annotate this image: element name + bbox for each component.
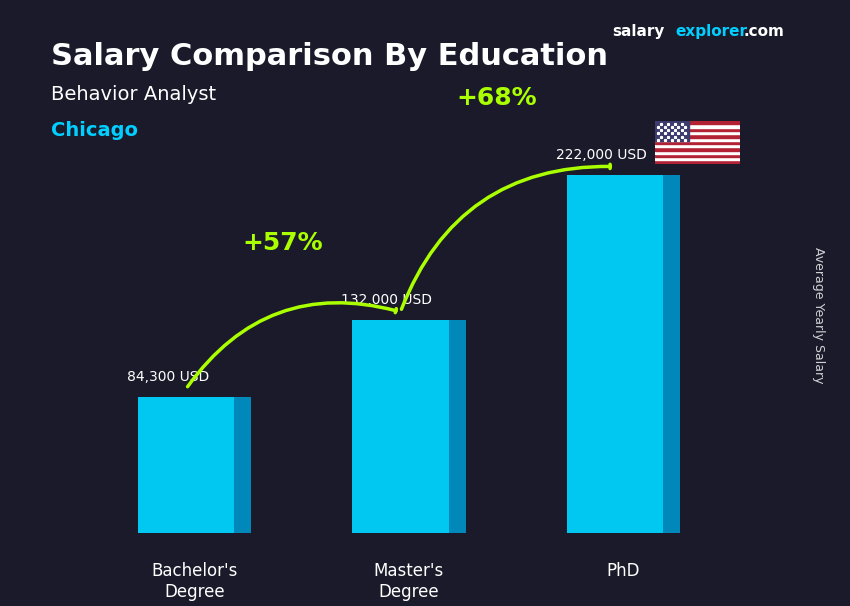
- Text: Bachelor's
Degree: Bachelor's Degree: [151, 562, 238, 601]
- Bar: [138, 397, 235, 533]
- Text: Chicago: Chicago: [51, 121, 138, 140]
- Bar: [352, 320, 449, 533]
- Bar: [654, 128, 740, 131]
- Bar: [654, 154, 740, 157]
- Bar: [654, 157, 740, 161]
- Text: Master's
Degree: Master's Degree: [374, 562, 444, 601]
- Bar: [567, 175, 663, 533]
- Text: PhD: PhD: [607, 562, 640, 581]
- Text: Salary Comparison By Education: Salary Comparison By Education: [51, 42, 608, 72]
- Bar: [654, 131, 740, 135]
- Bar: [654, 161, 740, 164]
- Text: +57%: +57%: [242, 231, 323, 255]
- Polygon shape: [663, 175, 680, 533]
- Text: Average Yearly Salary: Average Yearly Salary: [812, 247, 824, 384]
- Bar: [654, 141, 740, 144]
- Text: +68%: +68%: [456, 86, 537, 110]
- Text: Behavior Analyst: Behavior Analyst: [51, 85, 216, 104]
- Text: 132,000 USD: 132,000 USD: [342, 293, 433, 307]
- Text: salary: salary: [612, 24, 665, 39]
- Bar: [654, 124, 740, 128]
- Bar: [654, 121, 740, 124]
- Polygon shape: [449, 320, 466, 533]
- Text: 222,000 USD: 222,000 USD: [556, 148, 647, 162]
- Text: 84,300 USD: 84,300 USD: [127, 370, 209, 384]
- Text: .com: .com: [744, 24, 785, 39]
- Bar: [654, 135, 740, 138]
- Text: explorer: explorer: [676, 24, 748, 39]
- Bar: [654, 150, 740, 154]
- Bar: [654, 144, 740, 147]
- Bar: [654, 138, 740, 141]
- Bar: [654, 147, 740, 150]
- Polygon shape: [235, 397, 252, 533]
